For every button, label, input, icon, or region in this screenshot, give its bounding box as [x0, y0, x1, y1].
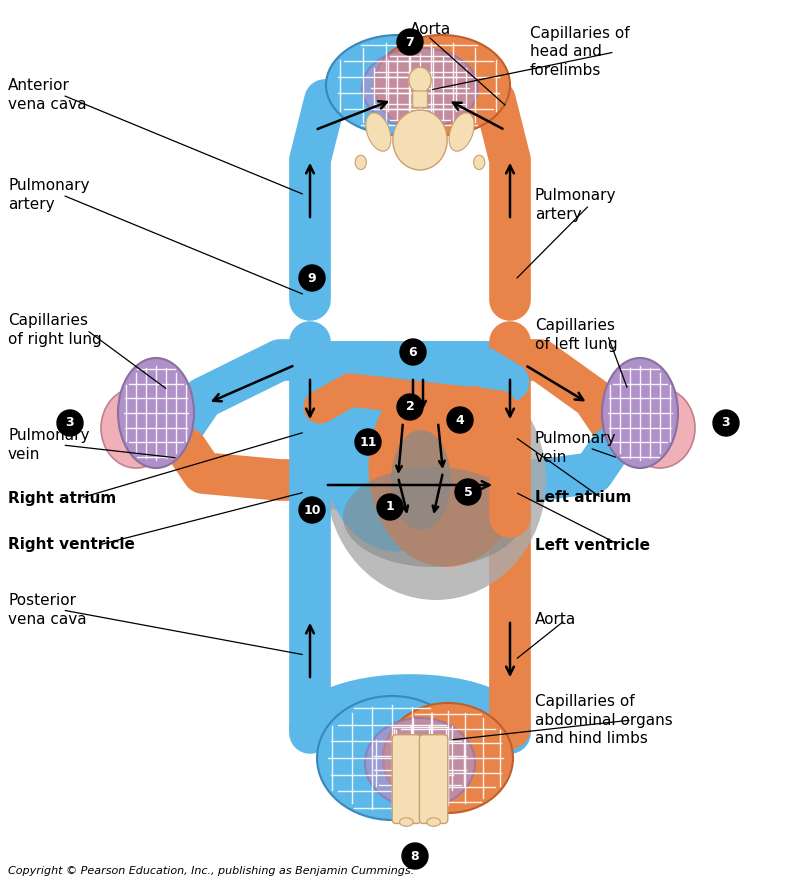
- Circle shape: [299, 265, 325, 291]
- Ellipse shape: [343, 467, 523, 567]
- Text: 1: 1: [385, 501, 394, 514]
- Text: Aorta: Aorta: [535, 613, 576, 628]
- Text: 3: 3: [66, 417, 74, 429]
- Ellipse shape: [625, 388, 695, 468]
- FancyBboxPatch shape: [419, 734, 448, 823]
- Text: 5: 5: [463, 485, 472, 499]
- Circle shape: [299, 497, 325, 523]
- Text: Capillaries
of right lung: Capillaries of right lung: [8, 313, 102, 347]
- Text: Pulmonary
artery: Pulmonary artery: [535, 188, 616, 221]
- Text: 9: 9: [308, 271, 316, 284]
- Ellipse shape: [383, 703, 513, 813]
- Circle shape: [397, 394, 423, 420]
- Text: 10: 10: [303, 503, 321, 517]
- Text: Pulmonary
vein: Pulmonary vein: [535, 431, 616, 465]
- Circle shape: [57, 410, 83, 436]
- Text: 3: 3: [722, 417, 730, 429]
- Ellipse shape: [449, 113, 474, 151]
- Ellipse shape: [362, 48, 478, 128]
- Ellipse shape: [326, 360, 546, 600]
- Ellipse shape: [101, 388, 171, 468]
- Circle shape: [400, 339, 426, 365]
- Text: Left atrium: Left atrium: [535, 491, 631, 506]
- Ellipse shape: [391, 430, 451, 530]
- Ellipse shape: [355, 156, 366, 170]
- Ellipse shape: [317, 696, 467, 820]
- Text: Right ventricle: Right ventricle: [8, 538, 135, 552]
- Text: Capillaries of
head and
forelimbs: Capillaries of head and forelimbs: [530, 26, 630, 78]
- Ellipse shape: [366, 113, 391, 151]
- Circle shape: [447, 407, 473, 433]
- Circle shape: [377, 494, 403, 520]
- Text: Capillaries
of left lung: Capillaries of left lung: [535, 318, 618, 352]
- Text: Left ventricle: Left ventricle: [535, 538, 650, 552]
- FancyBboxPatch shape: [392, 734, 420, 823]
- Text: 7: 7: [406, 36, 415, 49]
- Text: 11: 11: [359, 436, 377, 448]
- Ellipse shape: [392, 110, 447, 170]
- Ellipse shape: [326, 35, 470, 135]
- Text: Copyright © Pearson Education, Inc., publishing as Benjamin Cummings.: Copyright © Pearson Education, Inc., pub…: [8, 866, 414, 876]
- Text: Pulmonary
artery: Pulmonary artery: [8, 178, 89, 212]
- Text: Pulmonary
vein: Pulmonary vein: [8, 428, 89, 461]
- Ellipse shape: [400, 818, 413, 826]
- Text: 4: 4: [455, 413, 464, 427]
- Circle shape: [397, 29, 423, 55]
- Ellipse shape: [365, 718, 475, 808]
- Ellipse shape: [602, 358, 678, 468]
- Circle shape: [713, 410, 739, 436]
- Ellipse shape: [427, 818, 440, 826]
- Ellipse shape: [374, 35, 510, 135]
- Circle shape: [402, 843, 428, 869]
- Ellipse shape: [323, 356, 469, 551]
- Circle shape: [355, 429, 381, 455]
- Circle shape: [455, 479, 481, 505]
- Text: 6: 6: [408, 346, 417, 358]
- Text: Right atrium: Right atrium: [8, 491, 116, 506]
- Ellipse shape: [369, 367, 524, 567]
- Text: 8: 8: [411, 850, 419, 862]
- Text: Capillaries of
abdominal organs
and hind limbs: Capillaries of abdominal organs and hind…: [535, 694, 673, 746]
- Text: Anterior
vena cava: Anterior vena cava: [8, 78, 87, 112]
- Text: 2: 2: [406, 401, 415, 413]
- Ellipse shape: [409, 68, 431, 92]
- Text: Aorta: Aorta: [409, 22, 451, 37]
- FancyBboxPatch shape: [412, 91, 427, 108]
- Ellipse shape: [474, 156, 485, 170]
- Text: Posterior
vena cava: Posterior vena cava: [8, 593, 87, 627]
- Ellipse shape: [118, 358, 194, 468]
